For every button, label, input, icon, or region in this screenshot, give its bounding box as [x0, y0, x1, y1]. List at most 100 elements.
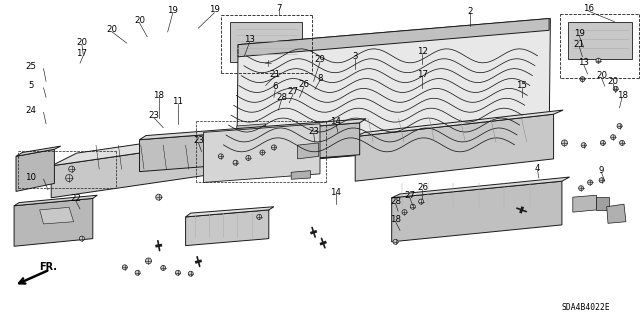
Circle shape — [419, 199, 424, 204]
Circle shape — [393, 239, 398, 244]
Circle shape — [135, 270, 140, 275]
Circle shape — [260, 150, 265, 155]
Circle shape — [271, 145, 276, 150]
Circle shape — [257, 214, 262, 219]
Text: 19: 19 — [574, 29, 584, 38]
Text: 13: 13 — [244, 35, 255, 44]
Text: 4: 4 — [535, 164, 540, 173]
Text: 25: 25 — [25, 62, 36, 71]
Polygon shape — [237, 124, 266, 143]
Text: 18: 18 — [390, 215, 401, 224]
Polygon shape — [253, 62, 278, 69]
Polygon shape — [240, 130, 547, 165]
Text: 22: 22 — [70, 194, 81, 203]
Text: 20: 20 — [106, 25, 118, 34]
Circle shape — [175, 270, 180, 275]
Polygon shape — [238, 19, 549, 57]
Circle shape — [188, 271, 193, 276]
Text: 28: 28 — [276, 93, 287, 102]
Polygon shape — [14, 198, 93, 246]
Text: 17: 17 — [417, 70, 428, 78]
Polygon shape — [596, 197, 609, 210]
Polygon shape — [392, 181, 562, 242]
Polygon shape — [291, 171, 310, 179]
Polygon shape — [298, 143, 319, 159]
Text: 28: 28 — [390, 197, 401, 206]
Polygon shape — [40, 207, 74, 224]
Circle shape — [579, 186, 584, 191]
Polygon shape — [51, 144, 205, 198]
Polygon shape — [355, 110, 563, 137]
Text: 26: 26 — [417, 183, 428, 192]
Polygon shape — [16, 149, 54, 191]
Text: 20: 20 — [134, 16, 145, 25]
Polygon shape — [237, 19, 550, 166]
Polygon shape — [230, 22, 302, 62]
Text: 18: 18 — [616, 91, 628, 100]
Polygon shape — [140, 123, 360, 172]
Polygon shape — [204, 124, 320, 182]
Text: 8: 8 — [317, 74, 323, 83]
Text: 11: 11 — [172, 97, 184, 106]
Circle shape — [145, 258, 152, 264]
Polygon shape — [140, 119, 366, 140]
Text: 23: 23 — [308, 127, 319, 136]
Text: FR.: FR. — [39, 262, 57, 272]
Polygon shape — [573, 195, 596, 212]
Text: 18: 18 — [153, 91, 164, 100]
Text: 6: 6 — [273, 82, 278, 91]
Circle shape — [599, 178, 604, 183]
Text: 3: 3 — [353, 52, 358, 61]
Text: SDA4B4022E: SDA4B4022E — [561, 303, 610, 312]
Text: 23: 23 — [148, 111, 159, 120]
Circle shape — [617, 123, 622, 129]
Polygon shape — [392, 177, 570, 198]
Text: 7: 7 — [276, 4, 282, 13]
Circle shape — [402, 210, 407, 215]
Circle shape — [561, 140, 568, 146]
Circle shape — [79, 236, 84, 241]
Text: 19: 19 — [168, 6, 178, 15]
Polygon shape — [355, 114, 554, 181]
Polygon shape — [568, 22, 632, 59]
Polygon shape — [16, 146, 61, 156]
Circle shape — [233, 160, 238, 165]
Polygon shape — [186, 210, 269, 246]
Circle shape — [246, 155, 251, 160]
Polygon shape — [607, 204, 626, 223]
Circle shape — [66, 174, 72, 182]
Text: 27: 27 — [287, 87, 299, 96]
Circle shape — [410, 204, 415, 209]
Text: 26: 26 — [298, 80, 310, 89]
Text: 16: 16 — [583, 4, 595, 13]
Circle shape — [156, 194, 162, 200]
Text: 23: 23 — [193, 137, 204, 145]
Text: 14: 14 — [330, 117, 342, 126]
Text: 15: 15 — [516, 81, 527, 90]
Circle shape — [580, 77, 585, 82]
Circle shape — [122, 265, 127, 270]
Circle shape — [68, 166, 75, 172]
Text: 19: 19 — [209, 5, 220, 14]
Text: 21: 21 — [573, 40, 585, 48]
Circle shape — [620, 140, 625, 145]
Circle shape — [613, 86, 618, 91]
Circle shape — [218, 154, 223, 159]
Text: 21: 21 — [269, 70, 281, 78]
Circle shape — [581, 143, 586, 148]
Circle shape — [611, 135, 616, 140]
Text: 14: 14 — [330, 188, 342, 197]
Text: 2: 2 — [468, 7, 473, 16]
Text: 9: 9 — [599, 166, 604, 175]
Text: 20: 20 — [607, 77, 619, 86]
Circle shape — [600, 140, 605, 145]
Text: 27: 27 — [404, 191, 415, 200]
Circle shape — [588, 180, 593, 185]
Text: 12: 12 — [417, 47, 428, 56]
Text: 10: 10 — [25, 173, 36, 182]
Text: 5: 5 — [28, 81, 33, 90]
Text: 24: 24 — [25, 106, 36, 115]
Circle shape — [161, 265, 166, 271]
Polygon shape — [186, 207, 274, 217]
Circle shape — [596, 58, 601, 63]
